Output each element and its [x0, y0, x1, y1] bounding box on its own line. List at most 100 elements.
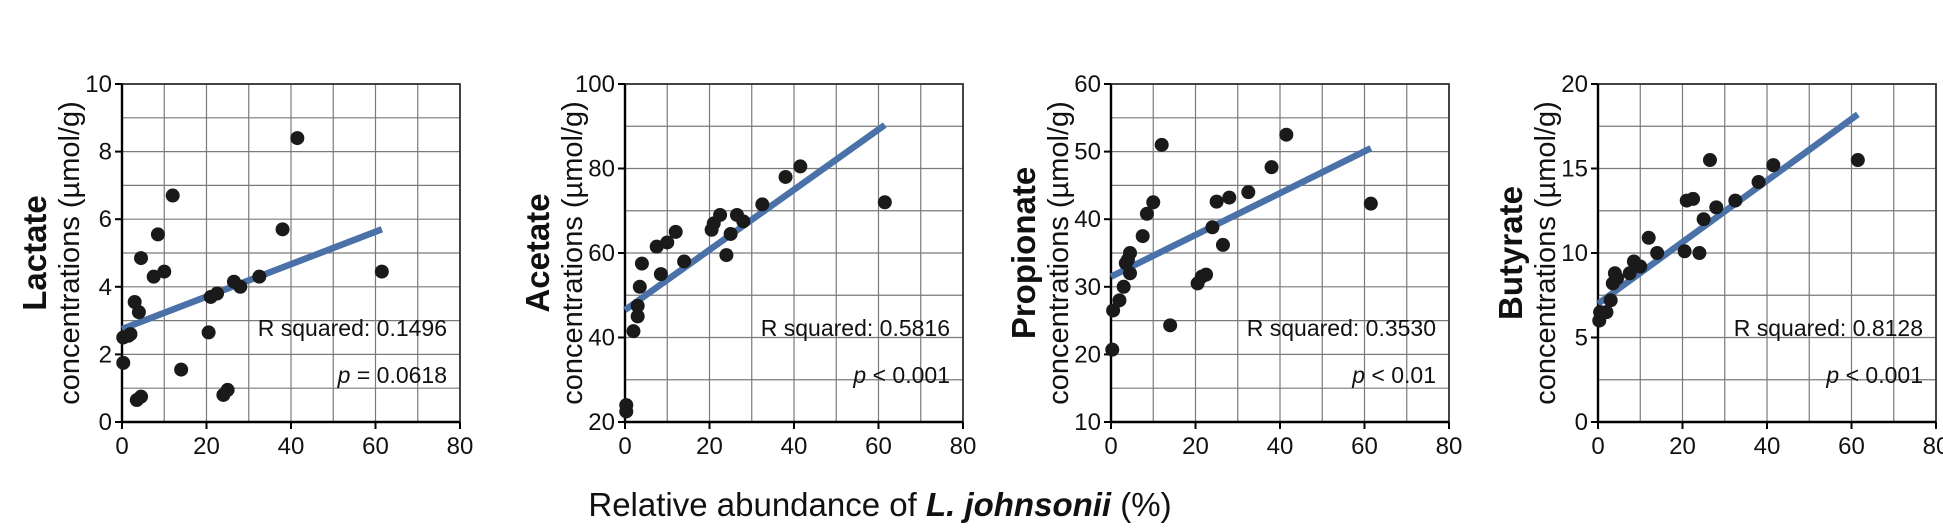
p-value-label: p = 0.0618 — [337, 362, 447, 388]
data-point — [1603, 293, 1618, 308]
p-value-text: < 0.001 — [1839, 362, 1923, 388]
data-point — [146, 269, 161, 284]
p-value-symbol: p — [1825, 362, 1839, 388]
x-tick-label: 40 — [1754, 433, 1781, 460]
y-axis-label-units: concentrations (µmol/g) — [54, 101, 86, 405]
y-tick-label: 10 — [85, 71, 112, 98]
data-point — [174, 362, 189, 377]
data-point — [1116, 279, 1131, 294]
x-tick-label: 60 — [865, 433, 892, 460]
y-tick-label: 2 — [99, 341, 112, 368]
r-squared-label: R squared: 0.5816 — [761, 315, 950, 341]
x-tick-label: 0 — [1591, 433, 1604, 460]
data-point — [719, 248, 734, 263]
data-point — [134, 389, 149, 404]
data-point — [1222, 190, 1237, 205]
data-point — [1264, 160, 1279, 175]
y-tick-label: 0 — [1575, 409, 1588, 436]
data-point — [1146, 195, 1161, 210]
data-point — [150, 227, 165, 242]
y-tick-label: 100 — [575, 71, 615, 98]
y-axis-label-compound: Butyrate — [1492, 186, 1529, 320]
y-tick-label: 80 — [588, 156, 615, 183]
x-tick-label: 80 — [447, 433, 474, 460]
data-point — [1105, 342, 1120, 357]
p-value-symbol: p — [852, 362, 866, 388]
data-point — [723, 226, 738, 241]
y-tick-label: 20 — [1561, 71, 1588, 98]
y-tick-label: 5 — [1575, 325, 1588, 352]
data-point — [1123, 246, 1138, 260]
x-tick-label: 80 — [950, 433, 977, 460]
data-point — [123, 327, 138, 342]
data-point — [668, 224, 683, 239]
x-axis-label: Relative abundance of L. johnsonii (%) — [588, 486, 1171, 523]
x-tick-label: 40 — [1267, 433, 1294, 460]
x-tick-label: 20 — [193, 433, 220, 460]
data-point — [1123, 266, 1138, 281]
data-point — [165, 188, 180, 203]
y-tick-label: 6 — [99, 206, 112, 233]
y-tick-label: 10 — [1074, 409, 1101, 436]
x-tick-label: 80 — [1923, 433, 1943, 460]
data-point — [1209, 194, 1224, 209]
r-squared-label: R squared: 0.3530 — [1247, 315, 1436, 341]
data-point — [1139, 206, 1154, 221]
x-tick-label: 60 — [1838, 433, 1865, 460]
data-point — [634, 256, 649, 271]
p-value-text: < 0.001 — [866, 362, 950, 388]
regression-line — [623, 122, 887, 313]
data-point — [632, 279, 647, 294]
data-point — [649, 239, 664, 254]
data-point — [630, 298, 645, 313]
data-point — [1641, 230, 1656, 245]
data-point — [1751, 175, 1766, 190]
data-point — [1692, 246, 1707, 260]
x-axis-label-species: L. johnsonii — [926, 486, 1112, 523]
data-point — [1850, 153, 1865, 168]
x-tick-label: 60 — [1351, 433, 1378, 460]
data-point — [131, 305, 146, 320]
x-axis-label-prefix: Relative abundance of — [588, 486, 926, 523]
data-point — [630, 309, 645, 324]
data-point — [201, 325, 216, 340]
x-tick-label: 20 — [696, 433, 723, 460]
y-axis-label-compound: Lactate — [16, 195, 53, 311]
x-tick-label: 0 — [115, 433, 128, 460]
data-point — [157, 264, 172, 279]
chart-panel-propionate: 0 20 40 60 80 10 20 30 40 50 60 R squared: 0.3530 p … — [1005, 71, 1462, 460]
data-point — [134, 251, 149, 266]
y-tick-label: 8 — [99, 139, 112, 166]
data-point — [1154, 137, 1169, 152]
chart-panel-butyrate: 0 20 40 60 80 0 5 10 15 20 R squared: 0.8128 p < 0.… — [1492, 71, 1943, 460]
data-point — [1599, 305, 1614, 320]
data-point — [1205, 220, 1220, 235]
p-value-label: p < 0.001 — [852, 362, 950, 388]
data-point — [1241, 185, 1256, 200]
y-tick-label: 30 — [1074, 274, 1101, 301]
data-point — [220, 382, 235, 397]
y-axis-label-compound: Acetate — [519, 193, 556, 312]
x-tick-label: 0 — [618, 433, 631, 460]
p-value-symbol: p — [337, 362, 351, 388]
y-tick-label: 20 — [1074, 341, 1101, 368]
y-tick-label: 40 — [1074, 206, 1101, 233]
data-point — [252, 269, 267, 284]
data-point — [1650, 246, 1665, 260]
data-point — [1709, 200, 1724, 215]
x-tick-label: 60 — [362, 433, 389, 460]
data-point — [1610, 271, 1625, 286]
data-point — [1686, 191, 1701, 206]
p-value-label: p < 0.001 — [1825, 362, 1923, 388]
data-point — [1633, 259, 1648, 274]
data-point — [1199, 267, 1214, 282]
data-point — [374, 264, 389, 279]
y-tick-label: 20 — [588, 409, 615, 436]
data-point — [1728, 193, 1743, 208]
data-point — [1215, 237, 1230, 252]
data-point — [713, 207, 728, 222]
data-point — [275, 222, 290, 237]
x-tick-label: 80 — [1436, 433, 1463, 460]
data-point — [116, 355, 131, 370]
